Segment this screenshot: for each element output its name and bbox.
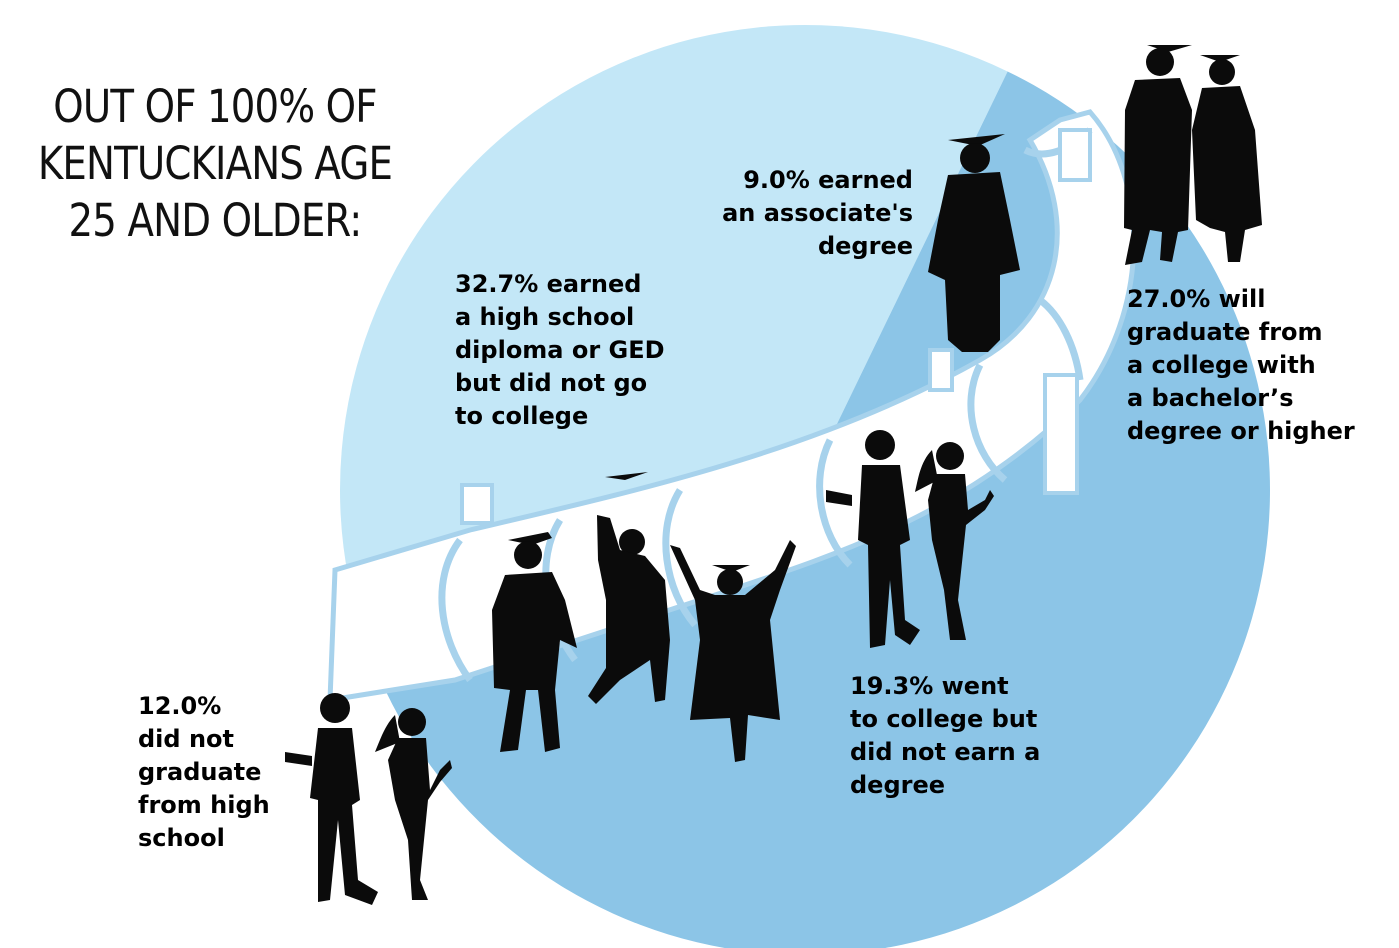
people-silhouettes <box>285 45 1262 905</box>
title-line-2: KENTUCKIANS AGE <box>37 137 393 190</box>
graduate-male-silhouette <box>492 532 577 752</box>
label-no-hs: 12.0% did not graduate from high school <box>138 692 270 852</box>
graduate-bachelor-female-silhouette <box>1192 55 1262 262</box>
label-some-college: 19.3% went to college but did not earn a… <box>850 672 1041 799</box>
tube-ring-4 <box>816 438 853 568</box>
tube-flange-2 <box>1043 373 1079 495</box>
tube-flange-4 <box>1058 128 1092 182</box>
pie-slice-light <box>340 24 1008 579</box>
student-female-silhouette <box>375 708 452 900</box>
graduate-cheering-silhouette <box>670 540 796 762</box>
tube-flange-1 <box>460 483 494 525</box>
label-bachelor: 27.0% will graduate from a college with … <box>1127 285 1355 445</box>
title-line-1: OUT OF 100% OF <box>53 80 377 133</box>
label-associate: 9.0% earned an associate's degree <box>722 166 913 260</box>
graduate-jumping-silhouette <box>588 472 670 704</box>
tube-flange-3 <box>928 348 954 392</box>
graduate-bachelor-male-silhouette <box>1124 45 1192 265</box>
graduate-associate-silhouette <box>928 134 1020 352</box>
student-male-silhouette-2 <box>826 430 920 648</box>
student-female-silhouette-2 <box>915 442 994 640</box>
tube-ring-6 <box>1037 297 1084 381</box>
tube-ring-3 <box>662 488 698 628</box>
title-line-3: 25 AND OLDER: <box>68 194 363 247</box>
chart-title: OUT OF 100% OF KENTUCKIANS AGE 25 AND OL… <box>30 78 400 249</box>
tube-ring-1 <box>438 537 473 683</box>
student-male-silhouette <box>285 693 378 905</box>
label-hs-diploma: 32.7% earned a high school diploma or GE… <box>455 270 665 430</box>
tube-ring-5 <box>967 363 1008 483</box>
